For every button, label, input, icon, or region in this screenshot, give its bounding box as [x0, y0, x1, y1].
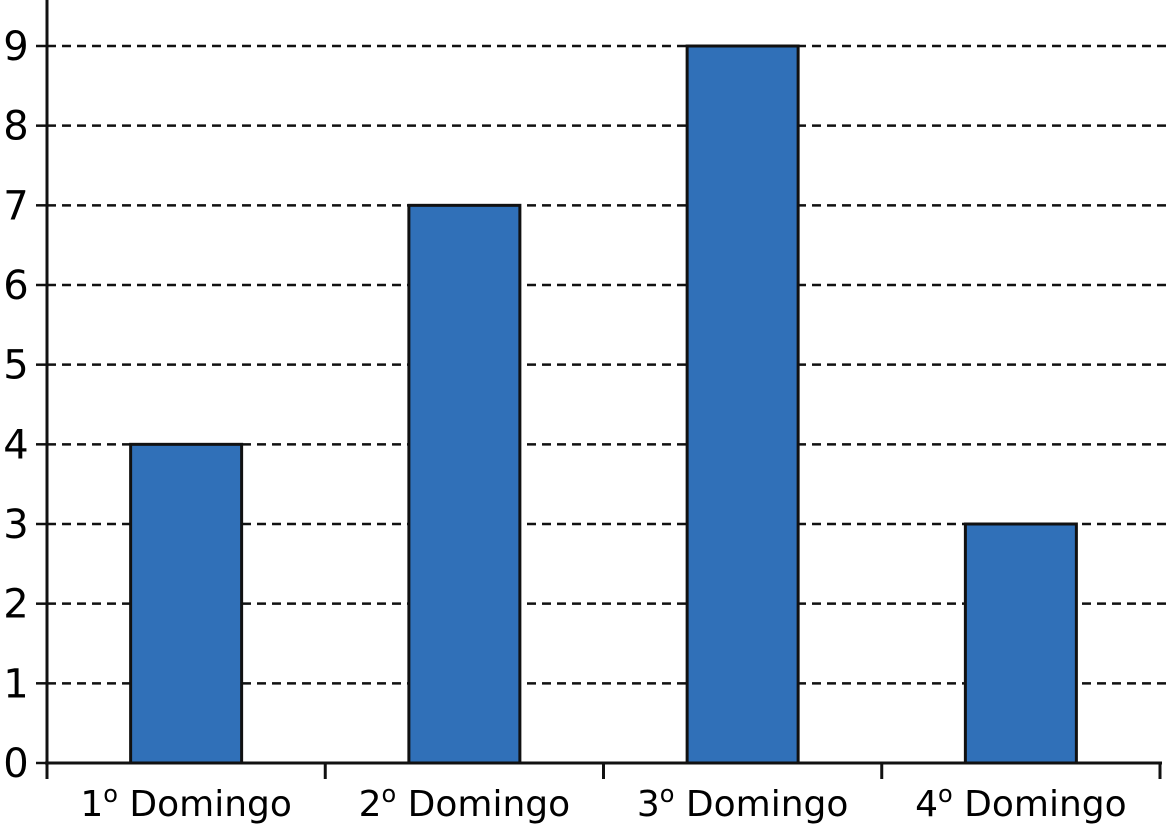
x-tick-label: 1o Domingo [80, 780, 292, 825]
y-tick-label: 0 [3, 741, 28, 787]
y-tick-label: 7 [3, 183, 28, 229]
y-tick-label: 6 [3, 263, 28, 309]
bar [129, 442, 244, 765]
y-tick-label: 5 [3, 343, 28, 389]
y-tick-label: 3 [3, 502, 28, 548]
bar [407, 203, 522, 765]
y-tick-label: 9 [3, 24, 28, 70]
x-tick-label: 2o Domingo [359, 780, 571, 825]
bar [685, 44, 800, 765]
x-tick-label: 3o Domingo [637, 780, 849, 825]
x-tick-label: 4o Domingo [915, 780, 1127, 825]
y-tick-label: 8 [3, 104, 28, 150]
y-tick-label: 1 [3, 661, 28, 707]
y-tick-label: 2 [3, 582, 28, 628]
y-tick-labels: 0 1 2 3 4 5 6 7 8 9 [3, 24, 47, 787]
bar [963, 522, 1078, 765]
category-labels: 1o Domingo 2o Domingo 3o Domingo 4o Domingo [80, 780, 1126, 825]
y-tick-label: 4 [3, 422, 28, 468]
bars [129, 44, 1078, 765]
x-tick-marks [45, 763, 1162, 779]
